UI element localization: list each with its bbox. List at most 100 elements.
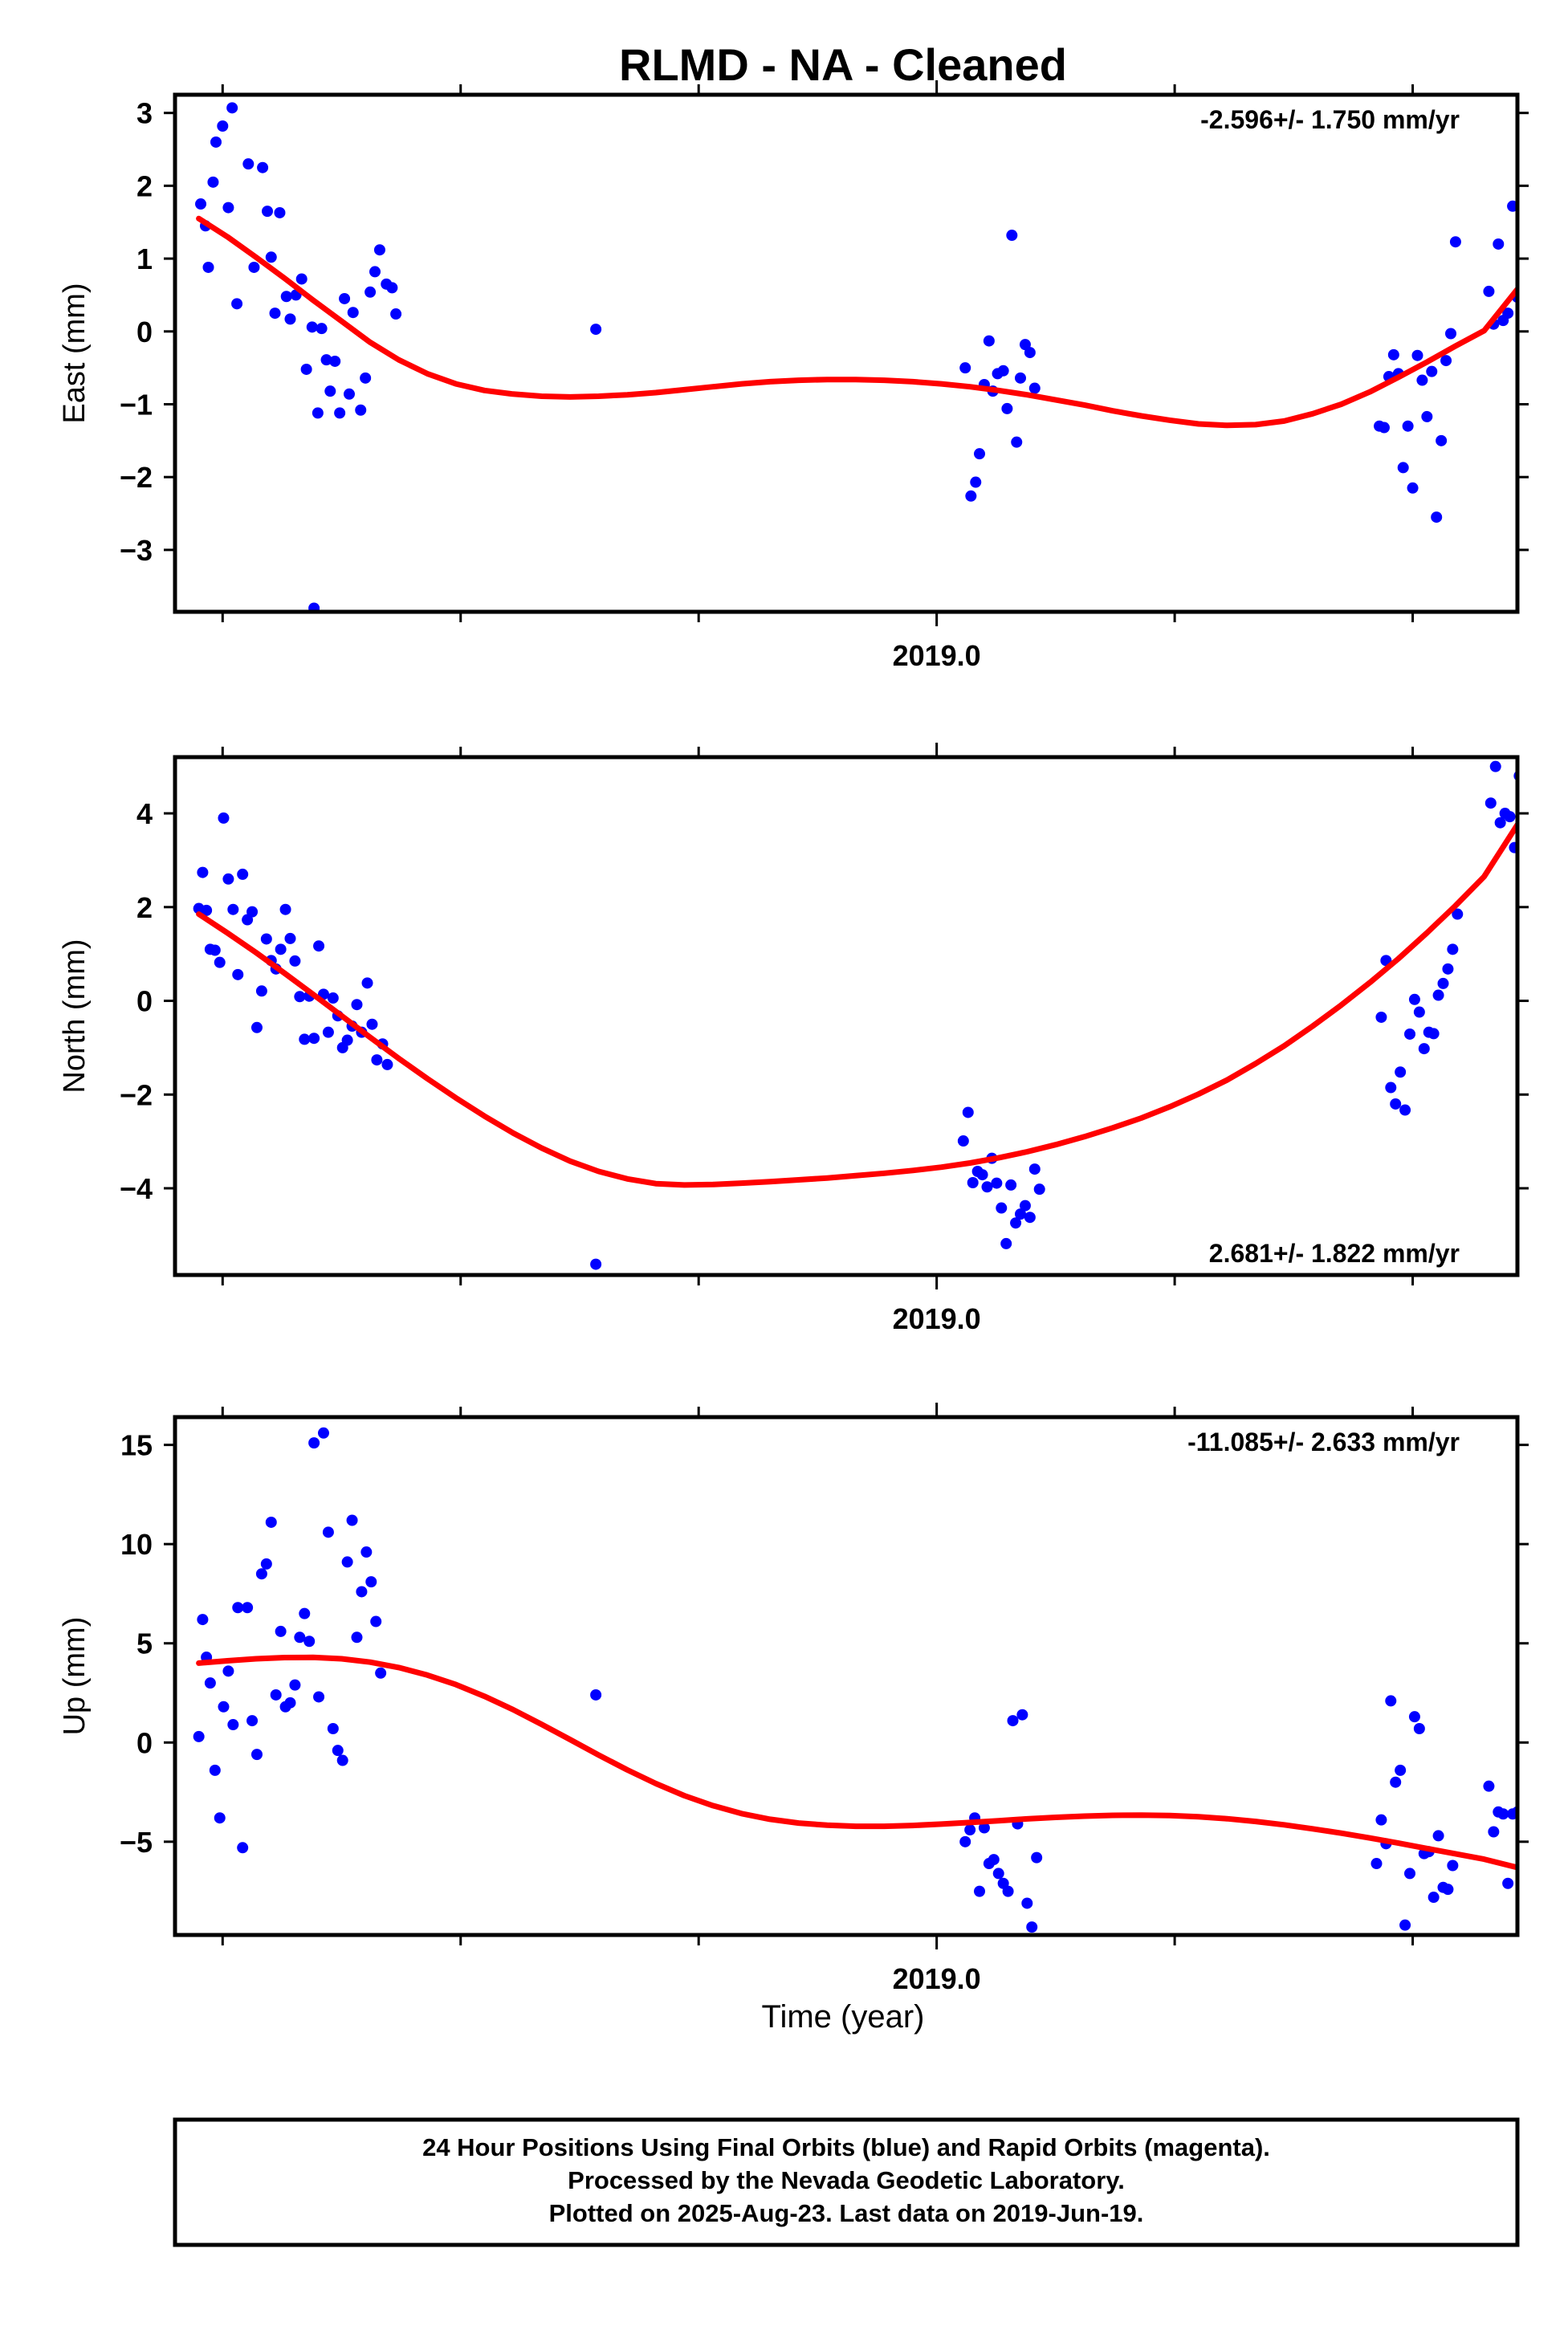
north-data-point bbox=[371, 1054, 383, 1066]
east-data-point bbox=[242, 158, 255, 170]
east-data-point bbox=[1431, 511, 1443, 523]
up-data-point bbox=[284, 1697, 296, 1709]
east-data-point bbox=[1397, 462, 1409, 474]
east-y-tick-label: −1 bbox=[120, 388, 153, 421]
east-data-point bbox=[334, 407, 346, 419]
east-y-tick-label: 0 bbox=[136, 316, 153, 348]
up-data-point bbox=[289, 1679, 301, 1691]
north-data-point bbox=[957, 1135, 969, 1147]
north-data-point bbox=[381, 1058, 393, 1070]
east-data-point bbox=[1493, 238, 1505, 250]
up-data-point bbox=[590, 1688, 602, 1701]
east-data-point bbox=[1411, 349, 1423, 361]
up-data-point bbox=[978, 1822, 990, 1834]
north-data-point bbox=[246, 906, 259, 918]
north-data-point bbox=[1437, 977, 1449, 989]
north-data-point bbox=[1375, 1011, 1387, 1023]
east-x-tick-label: 2019.0 bbox=[893, 639, 981, 672]
east-data-point bbox=[365, 286, 377, 298]
north-data-point bbox=[260, 933, 272, 945]
east-data-point bbox=[207, 176, 219, 188]
east-data-point bbox=[1402, 420, 1414, 432]
east-data-point bbox=[202, 261, 214, 273]
up-data-point bbox=[299, 1607, 311, 1619]
north-data-point bbox=[1489, 760, 1501, 772]
up-data-point bbox=[209, 1764, 221, 1776]
east-y-tick-label: 3 bbox=[136, 97, 153, 130]
up-data-point bbox=[360, 1546, 373, 1558]
north-data-point bbox=[1015, 1208, 1027, 1220]
north-data-point bbox=[1418, 1043, 1430, 1055]
east-data-point bbox=[1436, 434, 1448, 446]
up-y-tick-label: 15 bbox=[120, 1429, 153, 1462]
up-y-tick-label: 0 bbox=[136, 1726, 153, 1759]
up-data-point bbox=[974, 1885, 986, 1897]
up-data-point bbox=[1502, 1877, 1514, 1889]
north-data-point bbox=[991, 1177, 1003, 1189]
east-data-point bbox=[274, 206, 286, 218]
up-data-point bbox=[317, 1427, 329, 1439]
north-data-point bbox=[1390, 1098, 1402, 1110]
up-data-point bbox=[1021, 1897, 1033, 1909]
up-data-point bbox=[1002, 1885, 1014, 1897]
north-data-point bbox=[313, 940, 325, 952]
north-data-point bbox=[361, 977, 373, 989]
east-data-point bbox=[369, 266, 381, 278]
up-data-point bbox=[275, 1625, 287, 1637]
east-data-point bbox=[970, 476, 982, 488]
north-data-point bbox=[1399, 1104, 1411, 1116]
north-fit-line bbox=[196, 821, 1517, 1188]
footer-box bbox=[173, 2117, 1520, 2247]
up-data-point bbox=[193, 1730, 205, 1742]
north-data-point bbox=[981, 1181, 993, 1193]
up-data-point bbox=[370, 1615, 382, 1627]
east-data-point bbox=[284, 313, 296, 325]
east-panel: 3 2 1 0 −1 −2 −3 2019.0 East (mm) -2.596+/- 1.750… bbox=[58, 80, 1529, 672]
up-data-point bbox=[346, 1514, 358, 1526]
up-data-point bbox=[988, 1854, 1000, 1866]
up-data-point bbox=[1408, 1711, 1420, 1723]
up-data-point bbox=[1497, 1808, 1509, 1820]
up-data-point bbox=[204, 1677, 216, 1689]
east-data-point bbox=[959, 362, 971, 374]
east-data-point bbox=[312, 407, 324, 419]
east-data-point bbox=[262, 206, 274, 218]
east-y-tick-label: −3 bbox=[120, 534, 153, 567]
up-data-point bbox=[232, 1602, 244, 1614]
north-data-point bbox=[1442, 963, 1454, 975]
up-y-tick-label: −5 bbox=[120, 1826, 153, 1859]
north-data-point bbox=[322, 1026, 334, 1038]
east-data-point bbox=[269, 308, 281, 320]
up-data-point bbox=[227, 1719, 239, 1731]
north-data-point bbox=[1404, 1028, 1416, 1040]
north-data-point bbox=[308, 1033, 320, 1045]
north-data-point bbox=[967, 1177, 979, 1189]
north-data-point bbox=[1024, 1212, 1036, 1224]
east-fit-line bbox=[196, 215, 1517, 429]
north-data-point bbox=[1427, 1028, 1440, 1040]
up-data-point bbox=[356, 1586, 368, 1598]
east-data-point bbox=[231, 298, 243, 310]
north-data-point bbox=[299, 1033, 311, 1045]
north-data-point bbox=[209, 944, 221, 956]
north-data-point bbox=[1504, 811, 1516, 823]
north-y-tick-label: −4 bbox=[120, 1172, 153, 1205]
chart-title: RLMD - NA - Cleaned bbox=[619, 39, 1067, 90]
up-data-point bbox=[265, 1516, 277, 1528]
north-data-point bbox=[284, 932, 296, 944]
north-data-point bbox=[214, 956, 226, 968]
north-data-point bbox=[1452, 908, 1464, 920]
east-rate-label: -2.596+/- 1.750 mm/yr bbox=[1200, 105, 1460, 134]
north-data-point bbox=[1033, 1183, 1045, 1196]
east-y-tick-label: 2 bbox=[136, 169, 153, 202]
footer-line-1: 24 Hour Positions Using Final Orbits (bl… bbox=[422, 2133, 1270, 2161]
north-data-point bbox=[976, 1169, 988, 1181]
north-y-tick-label: −2 bbox=[120, 1078, 153, 1111]
footer-line-3: Plotted on 2025-Aug-23. Last data on 201… bbox=[549, 2199, 1144, 2227]
up-fit-line bbox=[196, 1654, 1517, 1871]
x-axis-label: Time (year) bbox=[762, 1999, 925, 2035]
east-data-point bbox=[1507, 200, 1517, 212]
up-data-point bbox=[1427, 1892, 1440, 1904]
north-data-point bbox=[201, 904, 213, 916]
north-data-point bbox=[1509, 841, 1517, 853]
